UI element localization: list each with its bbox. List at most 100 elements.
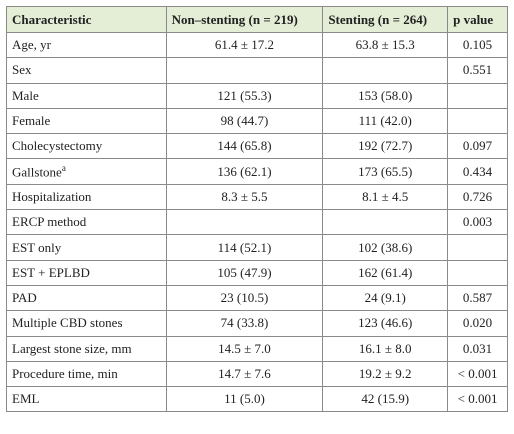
table-cell: 0.587 <box>447 284 508 312</box>
table-cell: 19.2 ± 9.2 <box>322 360 449 388</box>
cell-text: ERCP method <box>12 214 87 230</box>
header-cell: Stenting (n = 264) <box>322 6 449 33</box>
table-row: ERCP method 0.003 <box>6 209 508 236</box>
cell-text: 8.1 ± 4.5 <box>362 188 409 204</box>
table-cell: 8.3 ± 5.5 <box>165 183 324 211</box>
table-row: Multiple CBD stones 74 (33.8) 123 (46.6) 0.… <box>6 310 508 337</box>
cell-text: 0.551 <box>462 62 493 78</box>
cell-text: Multiple CBD stones <box>12 315 123 331</box>
data-table: Characteristic Non–stenting (n = 219) Sten… <box>6 6 508 413</box>
table-row: Gallstonea 136 (62.1) 173 (65.5) 0.434 <box>6 158 508 185</box>
cell-text: Male <box>12 87 39 103</box>
cell-text: 74 (33.8) <box>220 315 269 331</box>
cell-text: 23 (10.5) <box>220 290 269 306</box>
table-cell: 8.1 ± 4.5 <box>322 183 449 211</box>
cell-text: 0.105 <box>462 37 493 53</box>
table-cell: Gallstonea <box>6 158 167 185</box>
cell-text: 0.097 <box>462 138 493 154</box>
table-cell: Hospitalization <box>6 183 167 211</box>
table-row: Cholecystectomy 144 (65.8) 192 (72.7) 0.097 <box>6 133 508 160</box>
cell-text: 14.5 ± 7.0 <box>218 340 271 356</box>
table-cell: Cholecystectomy <box>6 133 167 160</box>
cell-text: 111 (42.0) <box>358 113 412 129</box>
cell-text: < 0.001 <box>457 366 498 381</box>
header-cell: Non–stenting (n = 219) <box>165 6 324 33</box>
table-cell: 14.7 ± 7.6 <box>165 360 324 388</box>
cell-text: EML <box>12 391 40 407</box>
cell-text: 173 (65.5) <box>358 163 413 179</box>
table-row: Sex 0.551 <box>6 57 508 84</box>
table-cell: 98 (44.7) <box>165 107 324 135</box>
cell-text: 0.587 <box>462 290 493 306</box>
cell-text: 0.031 <box>462 340 493 356</box>
table-cell: 24 (9.1) <box>322 284 449 312</box>
cell-text: 121 (55.3) <box>217 87 272 103</box>
table-cell: 0.726 <box>447 183 508 211</box>
cell-text: 114 (52.1) <box>217 239 272 255</box>
cell-text: 11 (5.0) <box>224 391 265 407</box>
table-cell: 102 (38.6) <box>322 234 449 261</box>
cell-text: EST only <box>12 239 62 255</box>
table-cell: Age, yr <box>6 31 167 59</box>
table-cell: Largest stone size, mm <box>6 335 167 362</box>
table-cell: 192 (72.7) <box>322 133 449 160</box>
table-cell: 153 (58.0) <box>322 82 449 109</box>
table-cell: 23 (10.5) <box>165 284 324 312</box>
cell-text: 144 (65.8) <box>217 138 272 154</box>
footnote-mark: a <box>61 162 66 173</box>
header-cell: p value <box>447 6 508 33</box>
cell-text: 19.2 ± 9.2 <box>358 366 412 381</box>
cell-text: 16.1 ± 8.0 <box>358 340 412 356</box>
table-body: Age, yr 61.4 ± 17.2 63.8 ± 15.3 0.105 Sex 0.5… <box>6 31 508 413</box>
cell-text: Sex <box>12 62 32 78</box>
header-row: Characteristic Non–stenting (n = 219) Sten… <box>6 6 508 33</box>
table-cell <box>447 107 508 135</box>
cell-text: 102 (38.6) <box>358 239 413 255</box>
cell-text: 123 (46.6) <box>358 315 413 331</box>
table-cell: Sex <box>6 57 167 84</box>
table-cell: 123 (46.6) <box>322 310 449 337</box>
cell-text: EST + EPLBD <box>12 264 90 280</box>
table-cell: 0.020 <box>447 310 508 337</box>
cell-text: 14.7 ± 7.6 <box>218 366 271 381</box>
table-row: Male 121 (55.3) 153 (58.0) <box>6 82 508 109</box>
table-row: Age, yr 61.4 ± 17.2 63.8 ± 15.3 0.105 <box>6 31 508 59</box>
cell-text: 192 (72.7) <box>358 138 413 154</box>
table-cell: 0.031 <box>447 335 508 362</box>
table-cell: < 0.001 <box>447 360 508 388</box>
cell-text: 105 (47.9) <box>217 264 272 280</box>
cell-text: Cholecystectomy <box>12 138 103 154</box>
table-cell: 61.4 ± 17.2 <box>165 31 324 59</box>
header-cell: Characteristic <box>6 6 167 33</box>
table-cell <box>447 82 508 109</box>
cell-text: 0.434 <box>462 163 493 179</box>
table-cell: 105 (47.9) <box>165 259 324 286</box>
table-cell: 0.105 <box>447 31 508 59</box>
table-cell <box>165 209 324 236</box>
table-cell: 0.003 <box>447 209 508 236</box>
table-row: EST only 114 (52.1) 102 (38.6) <box>6 234 508 261</box>
cell-text: Largest stone size, mm <box>12 340 132 356</box>
table-cell: 173 (65.5) <box>322 158 449 185</box>
table-cell: EST only <box>6 234 167 261</box>
cell-text: Gallstone <box>12 164 62 180</box>
table-cell: 16.1 ± 8.0 <box>322 335 449 362</box>
cell-text: Procedure time, min <box>12 366 118 381</box>
table-cell: < 0.001 <box>447 386 508 413</box>
cell-text: 162 (61.4) <box>358 264 413 280</box>
table-cell: Female <box>6 107 167 135</box>
table-cell <box>447 234 508 261</box>
cell-text: PAD <box>12 290 37 306</box>
table-cell: 63.8 ± 15.3 <box>322 31 449 59</box>
cell-text: 42 (15.9) <box>361 391 410 407</box>
table-cell: PAD <box>6 284 167 312</box>
table-row: Hospitalization 8.3 ± 5.5 8.1 ± 4.5 0.726 <box>6 183 508 211</box>
table-row: PAD 23 (10.5) 24 (9.1) 0.587 <box>6 284 508 312</box>
table-cell: 136 (62.1) <box>165 158 324 185</box>
cell-text: 153 (58.0) <box>358 87 413 103</box>
cell-text: 8.3 ± 5.5 <box>221 188 268 204</box>
cell-text: 0.726 <box>462 188 493 204</box>
table-cell: 114 (52.1) <box>165 234 324 261</box>
table-cell: ERCP method <box>6 209 167 236</box>
